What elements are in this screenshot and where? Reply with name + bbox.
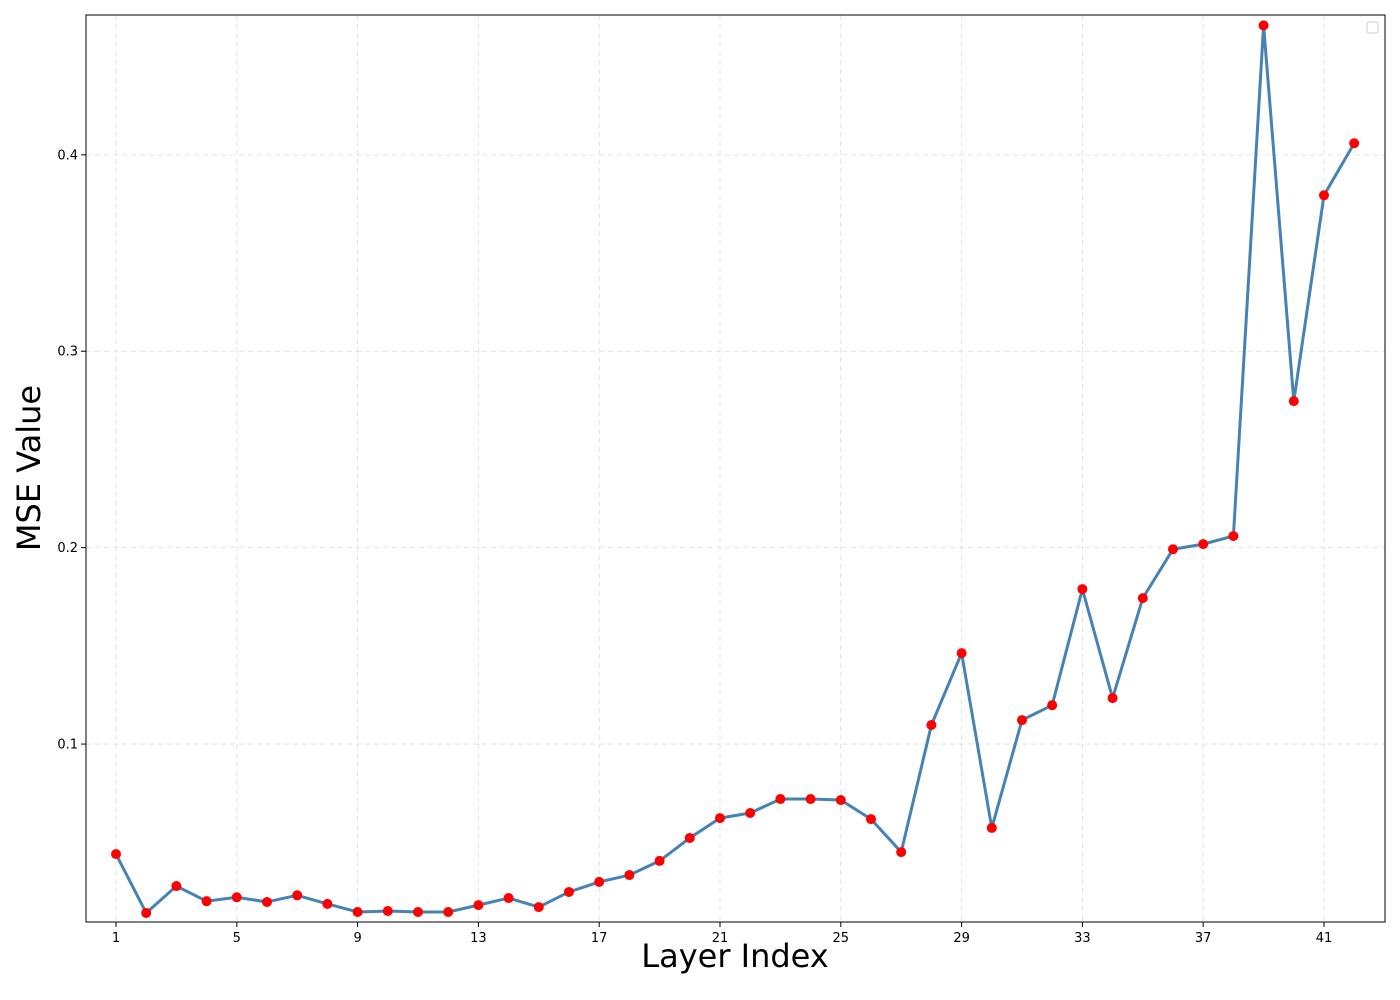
data-point — [1349, 138, 1360, 149]
data-point — [201, 896, 212, 907]
data-point — [443, 906, 454, 917]
data-point — [261, 896, 272, 907]
data-point — [322, 898, 333, 909]
x-tick-label: 29 — [953, 931, 970, 946]
data-point — [1137, 593, 1148, 604]
y-tick-label: 0.1 — [57, 738, 78, 753]
data-point — [1288, 396, 1299, 407]
data-point — [533, 902, 544, 913]
x-tick-label: 37 — [1195, 931, 1212, 946]
data-point — [231, 892, 242, 903]
legend-box — [1366, 21, 1379, 34]
y-axis-label: MSE Value — [10, 385, 48, 551]
x-tick-label: 33 — [1074, 931, 1091, 946]
data-point — [775, 794, 786, 805]
series-line — [114, 23, 1356, 915]
data-point — [1016, 715, 1027, 726]
data-point — [745, 807, 756, 818]
data-point — [1258, 20, 1269, 31]
data-point — [382, 906, 393, 917]
data-point — [594, 876, 605, 887]
x-tick-label: 5 — [233, 931, 241, 946]
plot-frame — [85, 14, 1386, 923]
x-tick-label: 25 — [833, 931, 850, 946]
data-point — [171, 881, 182, 892]
x-tick-label: 17 — [591, 931, 608, 946]
data-point — [1047, 700, 1058, 711]
data-point — [1077, 584, 1088, 595]
data-point — [1198, 539, 1209, 550]
data-point — [1167, 544, 1178, 555]
y-tick-label: 0.3 — [57, 345, 78, 360]
data-point — [714, 813, 725, 824]
data-point — [292, 890, 303, 901]
x-tick-label: 9 — [353, 931, 361, 946]
y-tick-label: 0.2 — [57, 541, 78, 556]
data-point — [1228, 531, 1239, 542]
x-tick-label: 41 — [1316, 931, 1333, 946]
data-point — [1107, 693, 1118, 704]
data-point — [865, 814, 876, 825]
data-point — [654, 855, 665, 866]
data-point — [473, 900, 484, 911]
x-axis-label: Layer Index — [641, 937, 828, 975]
data-point — [503, 893, 514, 904]
data-point — [141, 907, 152, 918]
data-point — [684, 832, 695, 843]
x-tick-label: 1 — [112, 931, 120, 946]
data-point — [110, 849, 121, 860]
data-point — [563, 886, 574, 897]
data-point — [352, 906, 363, 917]
data-point — [1318, 190, 1329, 201]
data-point — [624, 870, 635, 881]
data-point — [412, 906, 423, 917]
data-point — [835, 795, 846, 806]
x-tick-label: 13 — [470, 931, 487, 946]
y-tick-label: 0.4 — [57, 148, 78, 163]
x-tick-label: 21 — [712, 931, 729, 946]
data-point — [986, 822, 997, 833]
data-point — [956, 648, 967, 659]
data-point — [805, 794, 816, 805]
data-point — [926, 720, 937, 731]
data-point — [896, 847, 907, 858]
